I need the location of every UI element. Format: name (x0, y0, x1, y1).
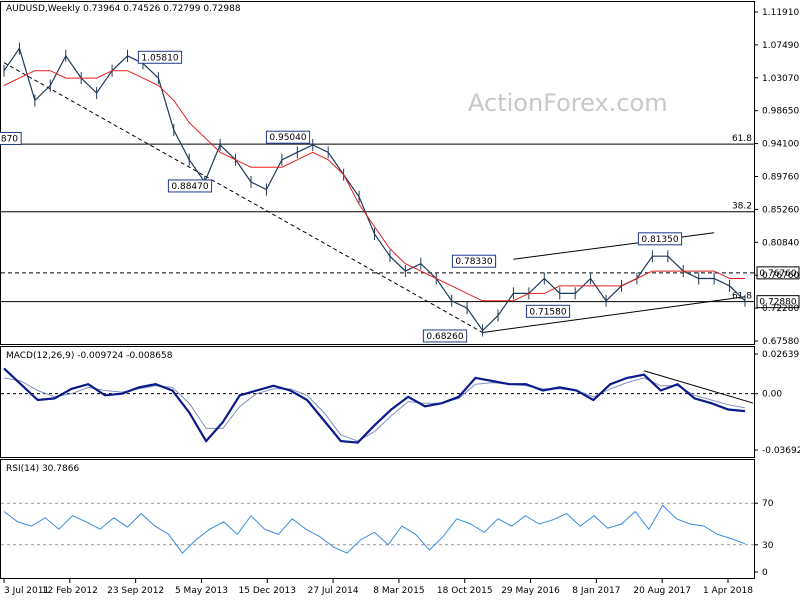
price-label: 1.05810 (137, 50, 183, 64)
x-tick-label: 8 Jan 2017 (572, 586, 620, 596)
fib-level-label: 38.2 (732, 202, 752, 212)
price-y-tick-label: 1.03070 (762, 74, 799, 84)
macd-title: MACD(12,26,9) -0.009724 -0.008658 (6, 351, 173, 361)
price-y-tick-label: 1.07490 (762, 41, 799, 51)
x-tick-label: 1 Apr 2018 (703, 586, 753, 596)
price-y-tick-label: 0.80840 (762, 238, 799, 248)
price-label-text: 0.68260 (426, 332, 463, 342)
x-tick-label: 8 Mar 2015 (373, 586, 424, 596)
rsi-y-tick-label: 70 (762, 499, 774, 509)
price-label-text: 1.05810 (141, 53, 178, 63)
price-label-text: 0.88470 (171, 182, 208, 192)
price-label-text: 0.78330 (455, 257, 492, 267)
x-tick-label: 20 Aug 2017 (633, 586, 691, 596)
rsi-series (3, 504, 746, 554)
price-label: 0.95040 (265, 130, 311, 144)
right-price-tag: 0.72880 (756, 295, 800, 309)
x-tick-label: 5 May 2013 (175, 586, 228, 596)
sma-series (3, 70, 745, 302)
price-label-box (265, 130, 311, 144)
right-price-tag-box (756, 266, 800, 280)
rsi-y-tick-label: 0 (762, 568, 768, 578)
price-panel-frame (0, 1, 755, 345)
macd-panel-frame (0, 346, 755, 458)
price-label-text: 0.71580 (529, 307, 566, 317)
price-label: .870 (0, 131, 22, 145)
price-y-tick-label: 0.76760 (762, 271, 799, 281)
x-tick-label: 18 Oct 2015 (437, 586, 493, 596)
price-label-box (137, 50, 183, 64)
x-tick-label: 3 Jul 2011 (4, 586, 49, 596)
macd-plot (1, 367, 754, 444)
macd-y-tick-label: 0.026391 (762, 350, 800, 360)
price-label-box (422, 329, 468, 343)
axes: 1.11910 1.07490 1.03070 0.98650 0.94100 0.897… (3, 8, 800, 596)
rsi-panel-frame (0, 459, 755, 579)
right-price-tag-text: 0.76760 (759, 269, 796, 279)
price-label-box (637, 232, 683, 246)
channel-lower-line (482, 296, 746, 333)
price-plot: 61.838.261.81.058100.950400.884700.78330… (0, 42, 800, 343)
price-label-text: 0.81350 (641, 235, 678, 245)
price-y-tick-label: 0.67580 (762, 337, 799, 347)
x-tick-label: 12 Feb 2012 (42, 586, 98, 596)
price-y-tick-label: 0.98650 (762, 107, 799, 117)
price-label: 0.71580 (525, 304, 571, 318)
price-y-tick-label: 0.85260 (762, 205, 799, 215)
price-label-box (167, 179, 213, 193)
price-label-box (451, 254, 497, 268)
rsi-title: RSI(14) 30.7866 (6, 464, 79, 474)
price-label: 0.78330 (451, 254, 497, 268)
price-y-tick-label: 1.11910 (762, 8, 799, 18)
macd-trend-line (643, 370, 754, 404)
watermark: ActionForex.com (468, 89, 668, 117)
fib-level-label: 61.8 (732, 134, 752, 144)
price-label-box (525, 304, 571, 318)
right-price-tag-text: 0.72880 (759, 298, 796, 308)
right-price-tag: 0.76760 (756, 266, 800, 280)
macd-y-tick-label: -0.036921 (762, 446, 800, 456)
price-y-tick-label: 0.89760 (762, 173, 799, 183)
rsi-y-tick-label: 30 (762, 541, 774, 551)
rsi-plot (1, 502, 754, 554)
x-tick-label: 27 Jul 2014 (308, 586, 359, 596)
price-y-tick-label: 0.72280 (762, 304, 799, 314)
price-label: 0.81350 (637, 232, 683, 246)
x-tick-label: 23 Sep 2012 (107, 586, 164, 596)
price-label-box (0, 131, 22, 145)
macd-y-tick-label: 0.00 (762, 390, 782, 400)
right-price-tag-box (756, 295, 800, 309)
macd-series (3, 367, 746, 444)
falling-trend-line (3, 62, 483, 333)
x-tick-label: 15 Dec 2013 (239, 586, 297, 596)
price-label: 0.68260 (422, 329, 468, 343)
chart-title: AUDUSD,Weekly 0.73964 0.74526 0.72799 0.… (6, 4, 241, 14)
price-label-text: .870 (0, 134, 18, 144)
x-tick-label: 29 May 2016 (501, 586, 560, 596)
price-label: 0.88470 (167, 179, 213, 193)
price-y-tick-label: 0.94100 (762, 140, 799, 150)
price-label-text: 0.95040 (269, 133, 306, 143)
